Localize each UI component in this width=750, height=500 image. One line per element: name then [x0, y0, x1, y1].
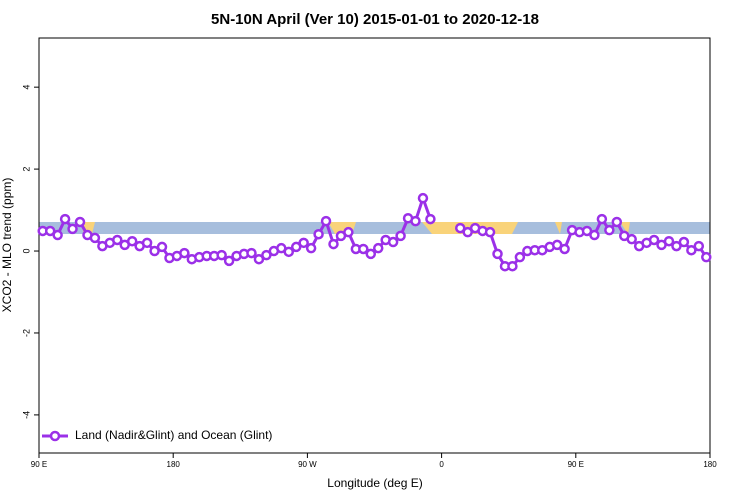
ocean-band — [39, 222, 710, 234]
land-band — [620, 222, 630, 234]
point — [611, 216, 623, 228]
point — [559, 243, 570, 255]
x-tick-label: 90 W — [298, 460, 317, 469]
point — [648, 234, 660, 246]
point — [462, 226, 473, 238]
point — [156, 241, 168, 253]
point — [52, 229, 63, 241]
point — [343, 226, 354, 238]
point — [141, 237, 153, 249]
point — [149, 245, 160, 257]
point — [290, 241, 302, 253]
point — [283, 246, 295, 258]
point — [454, 222, 466, 234]
point — [216, 249, 227, 261]
y-tick-label: -2 — [21, 329, 31, 337]
point — [387, 236, 399, 248]
point — [395, 230, 406, 242]
y-tick-label: 0 — [21, 249, 31, 254]
point — [223, 255, 235, 267]
point — [67, 223, 78, 235]
point — [253, 253, 265, 265]
point — [626, 233, 637, 245]
point — [492, 248, 503, 260]
y-tick-label: 4 — [21, 85, 31, 90]
point — [112, 234, 123, 246]
point — [320, 215, 332, 227]
chart-title: 5N-10N April (Ver 10) 2015-01-01 to 2020… — [211, 11, 539, 28]
point — [89, 232, 101, 244]
point — [686, 244, 697, 256]
x-tick-label: 90 E — [568, 460, 584, 469]
point — [417, 192, 429, 204]
plot-frame — [38, 37, 711, 454]
point — [372, 242, 384, 254]
point — [678, 236, 690, 248]
point — [693, 240, 705, 252]
point — [514, 251, 526, 263]
point — [305, 242, 317, 254]
point — [596, 213, 608, 225]
point — [663, 235, 675, 247]
point — [298, 237, 309, 249]
point — [551, 239, 563, 251]
point — [507, 260, 518, 272]
land-band — [555, 222, 562, 234]
y-tick-label: 2 — [21, 167, 31, 172]
x-tick-label: 180 — [167, 460, 181, 469]
point — [410, 215, 421, 227]
point — [261, 249, 272, 261]
legend-marker — [49, 430, 61, 442]
point — [581, 225, 593, 237]
x-tick-label: 90 E — [31, 460, 47, 469]
x-axis-label: Longitude (deg E) — [327, 476, 422, 490]
x-tick-label: 180 — [703, 460, 717, 469]
point — [365, 248, 377, 260]
x-tick-label: 0 — [439, 460, 444, 469]
legend-label: Land (Nadir&Glint) and Ocean (Glint) — [75, 428, 272, 442]
y-axis-label: XCO2 - MLO trend (ppm) — [0, 178, 14, 313]
point — [126, 235, 138, 247]
point — [589, 229, 600, 241]
point — [701, 251, 712, 263]
point — [59, 213, 71, 225]
point — [246, 247, 257, 259]
point — [74, 216, 86, 228]
y-tick-label: -4 — [21, 411, 31, 419]
point — [179, 247, 190, 259]
point — [313, 228, 324, 240]
point — [44, 225, 56, 237]
point — [328, 238, 339, 250]
point — [425, 213, 436, 225]
point — [358, 243, 369, 255]
point — [484, 226, 496, 238]
point — [604, 224, 615, 236]
point — [671, 240, 682, 252]
